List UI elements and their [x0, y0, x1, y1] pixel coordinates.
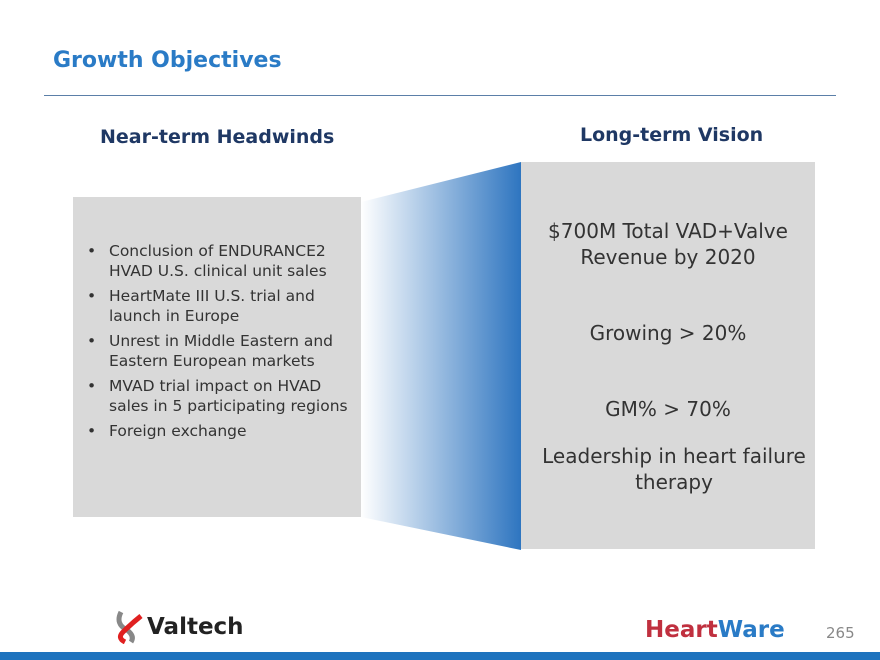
- footer-bar: [0, 652, 880, 660]
- headwinds-box: Conclusion of ENDURANCE2 HVAD U.S. clini…: [73, 197, 361, 517]
- vision-box: $700M Total VAD+Valve Revenue by 2020 Gr…: [521, 162, 815, 549]
- heartware-heart: Heart: [645, 617, 718, 643]
- list-item: MVAD trial impact on HVAD sales in 5 par…: [87, 376, 357, 416]
- left-heading: Near-term Headwinds: [100, 126, 335, 148]
- page-title: Growth Objectives: [53, 48, 282, 73]
- valtech-mark-icon: [116, 610, 143, 644]
- page-number: 265: [826, 624, 855, 642]
- list-item: Foreign exchange: [87, 421, 357, 441]
- heartware-logo: HeartWare: [645, 617, 785, 643]
- right-heading: Long-term Vision: [580, 124, 764, 146]
- vision-leadership: Leadership in heart failure therapy: [542, 444, 806, 494]
- list-item: Unrest in Middle Eastern and Eastern Eur…: [87, 331, 357, 371]
- vision-growth: Growing > 20%: [589, 321, 747, 345]
- vision-revenue: $700M Total VAD+Valve Revenue by 2020: [548, 219, 788, 269]
- heartware-ware: Ware: [717, 617, 785, 643]
- list-item: HeartMate III U.S. trial and launch in E…: [87, 286, 357, 326]
- funnel-graphic: [361, 162, 521, 550]
- list-item: Conclusion of ENDURANCE2 HVAD U.S. clini…: [87, 241, 357, 281]
- headwinds-list: Conclusion of ENDURANCE2 HVAD U.S. clini…: [87, 241, 357, 446]
- vision-gm: GM% > 70%: [605, 397, 731, 421]
- valtech-text: Valtech: [147, 614, 244, 640]
- title-divider: [44, 95, 836, 96]
- valtech-logo: Valtech: [113, 610, 244, 644]
